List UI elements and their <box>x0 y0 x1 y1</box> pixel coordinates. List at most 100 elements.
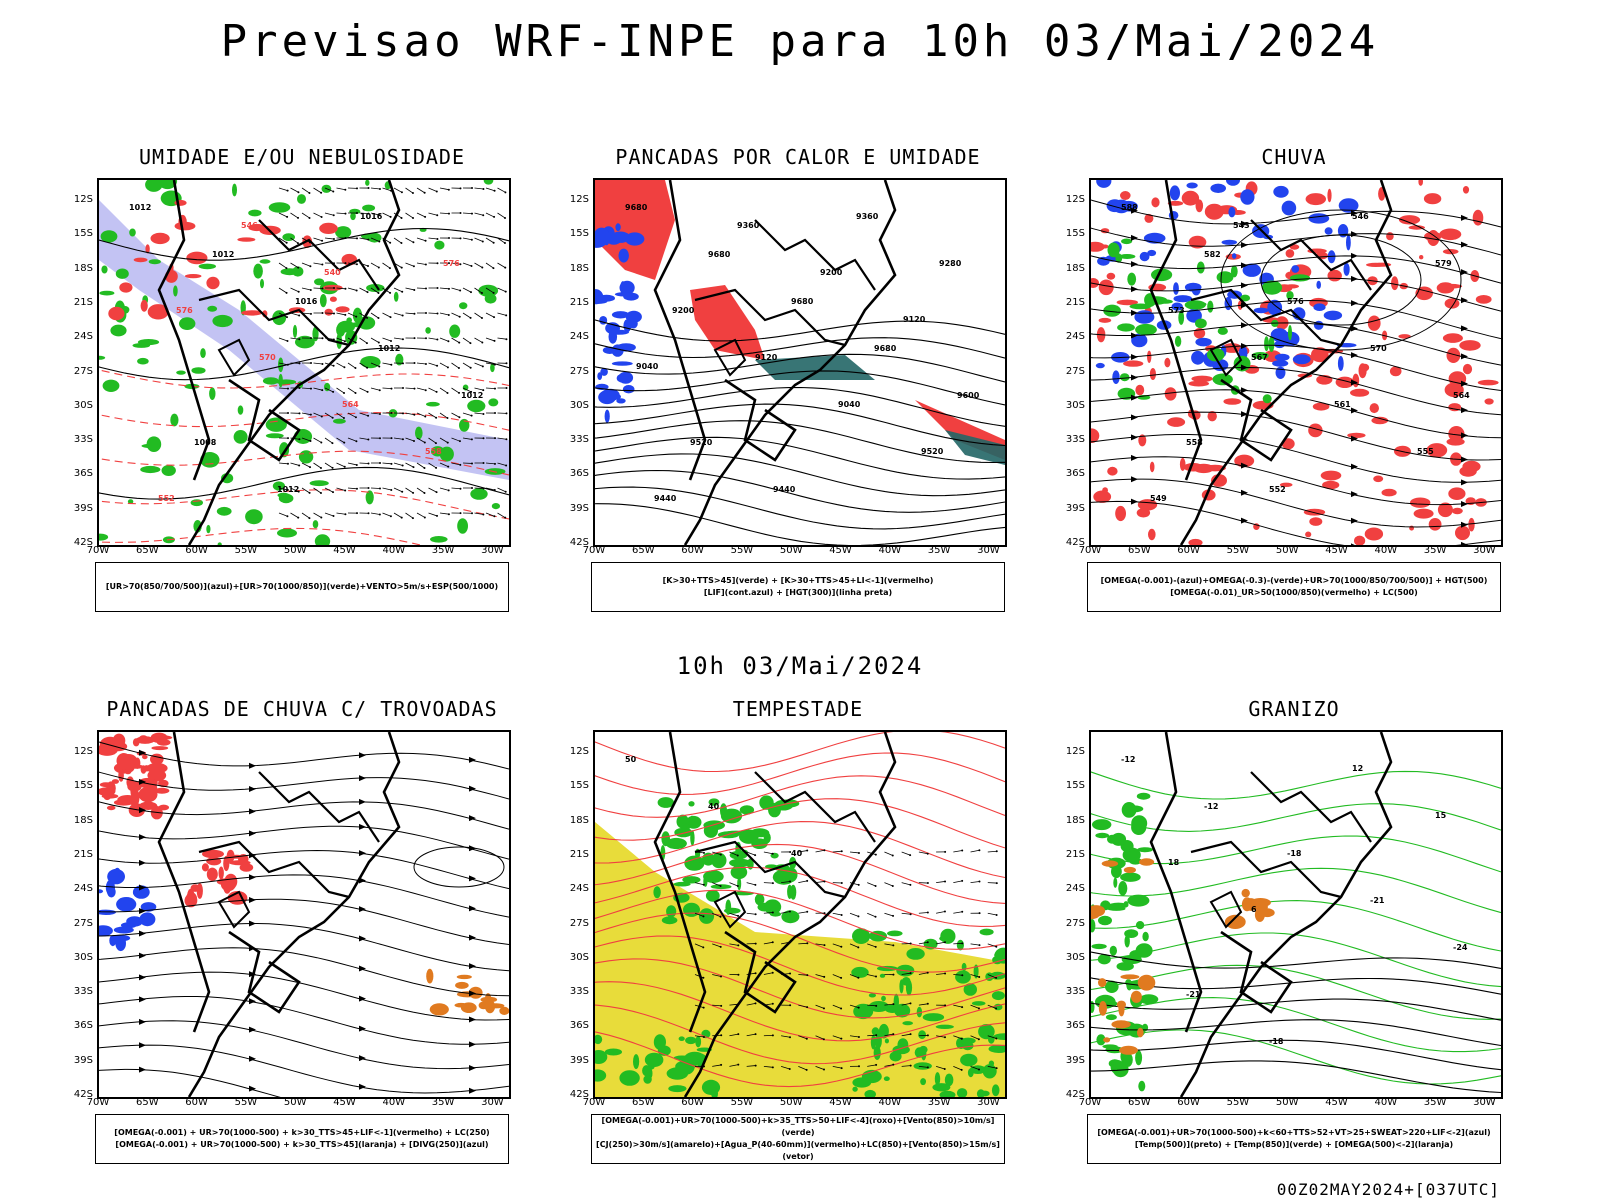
wind-250-streamline <box>99 874 509 918</box>
legend-line: [K>30+TTS>45](verde) + [K>30+TTS>45+LI<-… <box>662 576 934 585</box>
wind-850-vector <box>926 852 929 855</box>
wind-vector <box>301 187 310 194</box>
streamline-arrowhead <box>1461 479 1468 486</box>
thunderstorm-red-area <box>184 893 198 908</box>
wind-850-vector <box>926 941 929 944</box>
omega-blue-area <box>1242 263 1261 277</box>
wind-vector <box>308 517 311 520</box>
wind-vector <box>313 362 323 365</box>
humidity-1000-850-contour <box>191 367 206 374</box>
wind-vector <box>382 337 392 342</box>
thunderstorm-red-area <box>99 782 112 788</box>
wind-850-green-area <box>666 905 677 918</box>
precipitable-water-contour <box>595 866 1005 927</box>
wind-vector <box>505 464 508 467</box>
temp-850-contour <box>1091 943 1107 950</box>
wind-vector <box>313 487 322 494</box>
humidity-1000-850-contour <box>259 259 271 264</box>
wind-vector <box>297 490 300 493</box>
latitude-tick-label: 39S <box>73 502 93 514</box>
wind-vector <box>485 287 494 294</box>
lifted-index-contour <box>623 292 639 301</box>
longitude-tick-label: 30W <box>481 1097 504 1108</box>
precipitable-water-contour <box>595 843 1005 904</box>
wind-850-vector <box>901 1065 911 1067</box>
omega-blue-area <box>1226 180 1240 186</box>
wind-850-vector <box>746 1065 756 1067</box>
longitude-tick-label: 30W <box>1473 545 1496 556</box>
wind-850-vector <box>875 1004 878 1007</box>
height-500-streamline <box>1091 478 1501 528</box>
wind-vector <box>285 267 288 270</box>
wind-850-vector <box>694 882 704 886</box>
omega-500-orange-area <box>1103 1037 1111 1043</box>
wind-vector <box>390 488 393 491</box>
wind-850-vector <box>901 972 911 975</box>
wind-850-vector <box>815 1004 825 1009</box>
wind-vector <box>389 339 392 342</box>
lifted-index-contour <box>618 248 629 263</box>
wind-vector <box>286 387 289 390</box>
wind-vector <box>485 337 495 342</box>
wind-vector <box>416 512 426 518</box>
latitude-tick-label: 24S <box>1065 883 1085 895</box>
wind-vector <box>342 417 345 420</box>
contour-label: 579 <box>1435 259 1452 268</box>
wind-850-vector <box>944 1004 947 1007</box>
wind-vector <box>416 462 425 469</box>
wind-850-vector <box>815 881 825 884</box>
humidity-1000-850-contour <box>309 480 329 487</box>
wind-vector <box>324 487 334 493</box>
wind-vector <box>278 187 288 192</box>
wind-850-vector <box>702 883 705 886</box>
panel-title: CHUVA <box>1261 145 1327 169</box>
humidity-1000-850-contour <box>346 317 352 323</box>
wind-850-vector <box>798 1066 807 1071</box>
wind-850-vector <box>798 911 808 914</box>
wind-vector <box>482 437 485 440</box>
streamline-arrowhead <box>1461 297 1468 304</box>
wind-vector <box>439 312 449 316</box>
wind-850-vector <box>857 976 860 979</box>
contour-label: -21 <box>1370 896 1385 905</box>
wind-vector <box>505 314 508 317</box>
wind-850-green-area <box>708 798 720 806</box>
streamline-arrowhead <box>359 850 366 857</box>
wind-vector <box>382 212 391 218</box>
precipitable-water-contour <box>595 821 1005 879</box>
thunderstorm-red-area <box>209 868 217 875</box>
longitude-tick-label: 50W <box>283 545 307 556</box>
wind-250-streamline <box>99 996 509 1045</box>
humidity-1000-850-contour <box>216 506 232 516</box>
humidity-1000-850-contour <box>362 204 376 212</box>
divergence-blue-area <box>109 935 117 947</box>
divergence-blue-area <box>99 889 104 894</box>
wind-850-vector <box>712 882 721 887</box>
divergence-blue-area <box>107 886 116 898</box>
wind-vector <box>451 337 460 343</box>
streamline-arrowhead <box>249 874 256 881</box>
wind-850-vector <box>849 974 859 979</box>
wind-vector <box>313 437 322 443</box>
temp-500-isoline <box>1091 1039 1501 1071</box>
temp-850-contour <box>1123 1052 1133 1067</box>
wind-850-vector <box>840 976 843 979</box>
wind-850-vector <box>729 851 738 856</box>
thunderstorm-orange-area <box>456 974 472 980</box>
thunderstorm-orange-area <box>429 1003 449 1016</box>
wind-850-vector <box>712 912 721 918</box>
omega-blue-area <box>1240 189 1255 205</box>
streamline-arrowhead <box>1241 342 1248 349</box>
wind-vector <box>393 237 402 244</box>
latitude-tick-label: 18S <box>73 814 93 826</box>
longitude-tick-label: 40W <box>878 545 902 556</box>
wind-vector <box>470 238 473 241</box>
thunderstorm-red-area <box>99 743 118 756</box>
wind-850-vector <box>978 880 981 883</box>
wind-vector <box>493 189 496 192</box>
wind-850-vector <box>909 972 912 975</box>
divergence-blue-area <box>140 902 157 912</box>
wind-vector <box>469 366 472 369</box>
wind-250-streamline <box>413 846 505 888</box>
height-300-isoline <box>595 353 1005 383</box>
